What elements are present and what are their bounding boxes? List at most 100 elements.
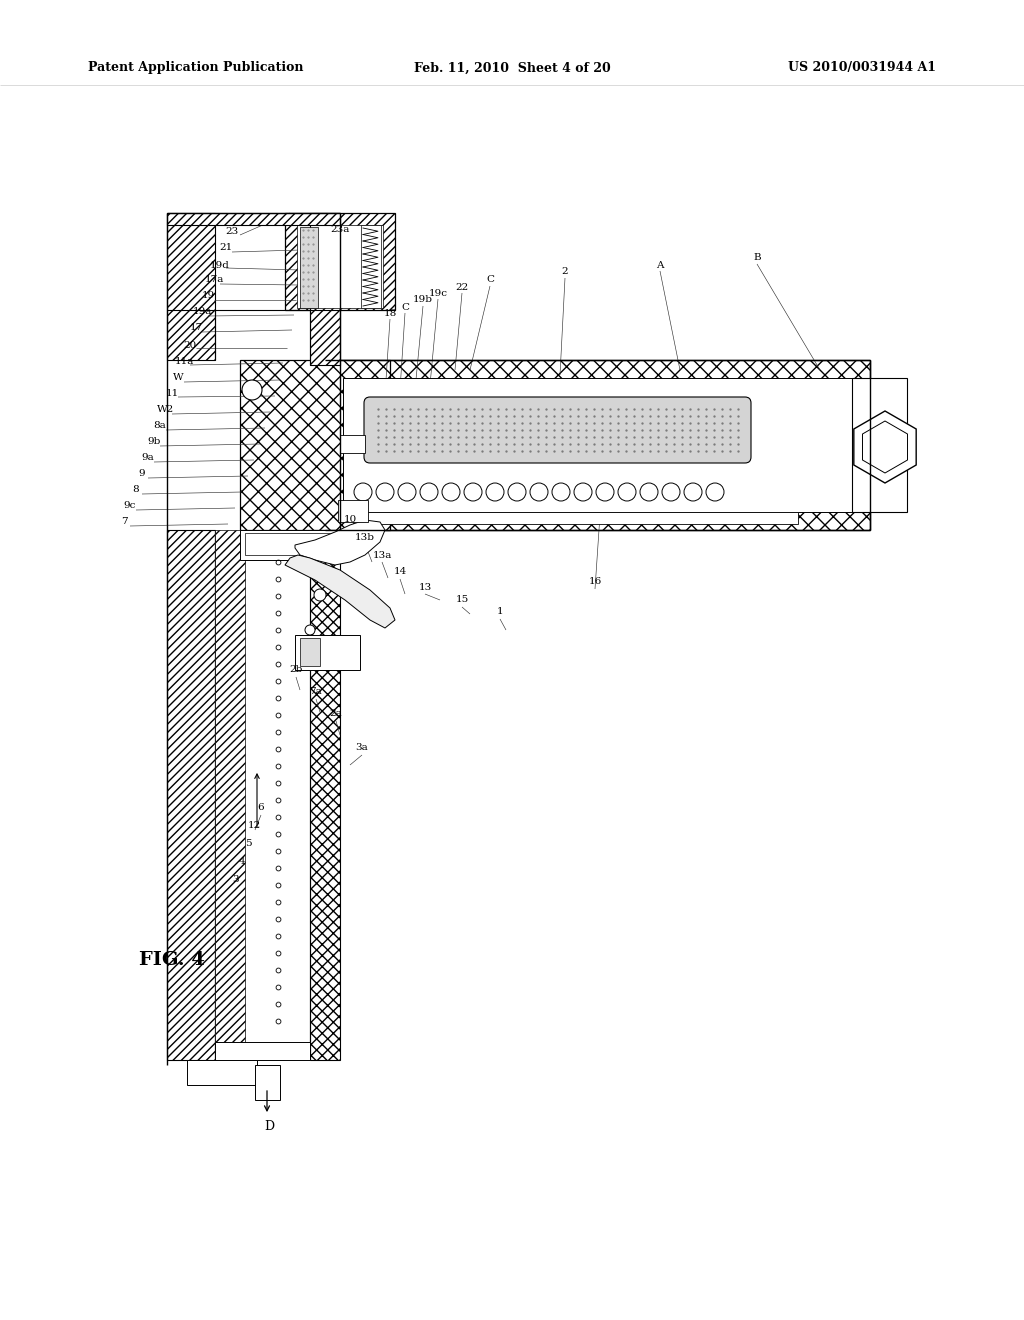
Bar xyxy=(240,360,390,531)
Text: 19d: 19d xyxy=(210,260,230,269)
Polygon shape xyxy=(854,411,916,483)
Circle shape xyxy=(420,483,438,502)
Text: 13: 13 xyxy=(419,582,432,591)
Polygon shape xyxy=(295,520,385,565)
Text: 19: 19 xyxy=(202,292,215,301)
Text: 19c: 19c xyxy=(428,289,447,297)
Text: W: W xyxy=(173,374,183,383)
Circle shape xyxy=(596,483,614,502)
Text: 17a: 17a xyxy=(205,276,223,285)
Text: 12: 12 xyxy=(248,821,261,830)
Bar xyxy=(167,213,215,360)
Text: 23a: 23a xyxy=(331,226,349,235)
Text: 8a: 8a xyxy=(154,421,166,430)
Text: 1: 1 xyxy=(497,607,504,616)
Text: 13b: 13b xyxy=(355,532,375,541)
Text: 11a: 11a xyxy=(174,358,194,367)
Bar xyxy=(300,638,319,667)
Text: 20: 20 xyxy=(183,341,197,350)
Text: 17: 17 xyxy=(189,323,203,333)
Text: 3a: 3a xyxy=(355,743,369,752)
Text: B: B xyxy=(754,253,761,263)
Text: 6: 6 xyxy=(258,804,264,813)
Text: 3: 3 xyxy=(232,875,240,884)
Text: 4: 4 xyxy=(239,858,246,866)
Circle shape xyxy=(398,483,416,502)
Polygon shape xyxy=(862,421,907,473)
Bar xyxy=(215,531,245,1060)
Text: Patent Application Publication: Patent Application Publication xyxy=(88,62,303,74)
Circle shape xyxy=(376,483,394,502)
Circle shape xyxy=(662,483,680,502)
Text: 19a: 19a xyxy=(193,308,212,317)
Circle shape xyxy=(706,483,724,502)
Circle shape xyxy=(442,483,460,502)
Bar xyxy=(852,378,907,512)
Text: 16: 16 xyxy=(589,578,602,586)
Text: 11: 11 xyxy=(165,389,178,399)
Text: 9c: 9c xyxy=(124,502,136,511)
Bar xyxy=(310,213,340,366)
Circle shape xyxy=(640,483,658,502)
Bar xyxy=(340,436,365,453)
Text: 22: 22 xyxy=(456,282,469,292)
Circle shape xyxy=(574,483,592,502)
Text: 2a: 2a xyxy=(330,710,342,718)
Bar xyxy=(245,533,335,554)
Text: Feb. 11, 2010  Sheet 4 of 20: Feb. 11, 2010 Sheet 4 of 20 xyxy=(414,62,610,74)
Circle shape xyxy=(530,483,548,502)
Text: FIG. 4: FIG. 4 xyxy=(139,950,205,969)
Circle shape xyxy=(684,483,702,502)
Text: 2b: 2b xyxy=(290,665,303,675)
Text: 10: 10 xyxy=(343,516,356,524)
Circle shape xyxy=(552,483,570,502)
Text: D: D xyxy=(264,1121,274,1134)
Bar xyxy=(310,531,340,1060)
Text: 8: 8 xyxy=(133,486,139,495)
Text: US 2010/0031944 A1: US 2010/0031944 A1 xyxy=(788,62,936,74)
Bar xyxy=(255,1065,280,1100)
Bar xyxy=(285,213,395,310)
Circle shape xyxy=(464,483,482,502)
Text: 21: 21 xyxy=(219,243,232,252)
Bar xyxy=(167,213,340,224)
Text: A: A xyxy=(656,260,664,269)
Text: 19b: 19b xyxy=(413,296,433,305)
Text: 15: 15 xyxy=(456,595,469,605)
Bar xyxy=(187,1060,257,1085)
Circle shape xyxy=(618,483,636,502)
Bar xyxy=(325,360,870,531)
Bar xyxy=(300,227,318,308)
Text: 9b: 9b xyxy=(147,437,161,446)
Text: 18: 18 xyxy=(383,309,396,318)
Text: 9: 9 xyxy=(138,470,145,479)
Text: C: C xyxy=(401,302,409,312)
Text: W2: W2 xyxy=(158,405,175,414)
Circle shape xyxy=(314,589,326,601)
Text: 7a: 7a xyxy=(309,688,323,697)
Text: 14: 14 xyxy=(393,568,407,577)
Circle shape xyxy=(242,380,262,400)
Text: 7: 7 xyxy=(121,517,127,527)
Text: 9a: 9a xyxy=(141,454,155,462)
Bar xyxy=(353,512,798,524)
Text: 5: 5 xyxy=(245,840,251,849)
Text: C: C xyxy=(486,276,494,285)
Bar xyxy=(361,224,381,308)
Bar xyxy=(240,531,340,560)
Bar xyxy=(338,500,368,521)
Bar xyxy=(343,378,852,512)
Text: 2: 2 xyxy=(562,268,568,276)
Circle shape xyxy=(486,483,504,502)
Text: 23: 23 xyxy=(225,227,239,236)
Text: 13a: 13a xyxy=(373,550,392,560)
Bar xyxy=(297,224,383,308)
Circle shape xyxy=(305,624,315,635)
FancyBboxPatch shape xyxy=(364,397,751,463)
Bar xyxy=(167,531,215,1060)
Bar xyxy=(215,1041,310,1060)
Circle shape xyxy=(508,483,526,502)
Circle shape xyxy=(354,483,372,502)
Bar xyxy=(295,635,360,671)
Polygon shape xyxy=(285,554,395,628)
